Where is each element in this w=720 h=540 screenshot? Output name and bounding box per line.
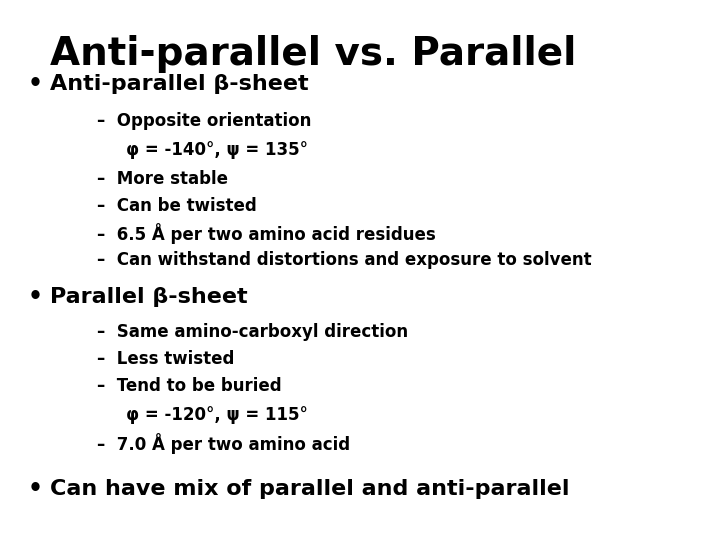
Text: –  Less twisted: – Less twisted (97, 350, 235, 368)
Text: •: • (27, 477, 42, 501)
Text: Anti-parallel β-sheet: Anti-parallel β-sheet (50, 73, 309, 94)
Text: –  7.0 Å per two amino acid: – 7.0 Å per two amino acid (97, 434, 351, 454)
Text: –  More stable: – More stable (97, 170, 228, 188)
Text: –  6.5 Å per two amino acid residues: – 6.5 Å per two amino acid residues (97, 223, 436, 244)
Text: Parallel β-sheet: Parallel β-sheet (50, 287, 248, 307)
Text: –  Opposite orientation: – Opposite orientation (97, 112, 312, 131)
Text: –  Can be twisted: – Can be twisted (97, 197, 257, 215)
Text: φ = -140°, ψ = 135°: φ = -140°, ψ = 135° (126, 141, 308, 159)
Text: Anti-parallel vs. Parallel: Anti-parallel vs. Parallel (50, 35, 577, 73)
Text: –  Can withstand distortions and exposure to solvent: – Can withstand distortions and exposure… (97, 251, 592, 269)
Text: Can have mix of parallel and anti-parallel: Can have mix of parallel and anti-parall… (50, 478, 570, 499)
Text: •: • (27, 72, 42, 96)
Text: •: • (27, 285, 42, 309)
Text: φ = -120°, ψ = 115°: φ = -120°, ψ = 115° (126, 406, 308, 424)
Text: –  Same amino-carboxyl direction: – Same amino-carboxyl direction (97, 323, 408, 341)
Text: –  Tend to be buried: – Tend to be buried (97, 377, 282, 395)
